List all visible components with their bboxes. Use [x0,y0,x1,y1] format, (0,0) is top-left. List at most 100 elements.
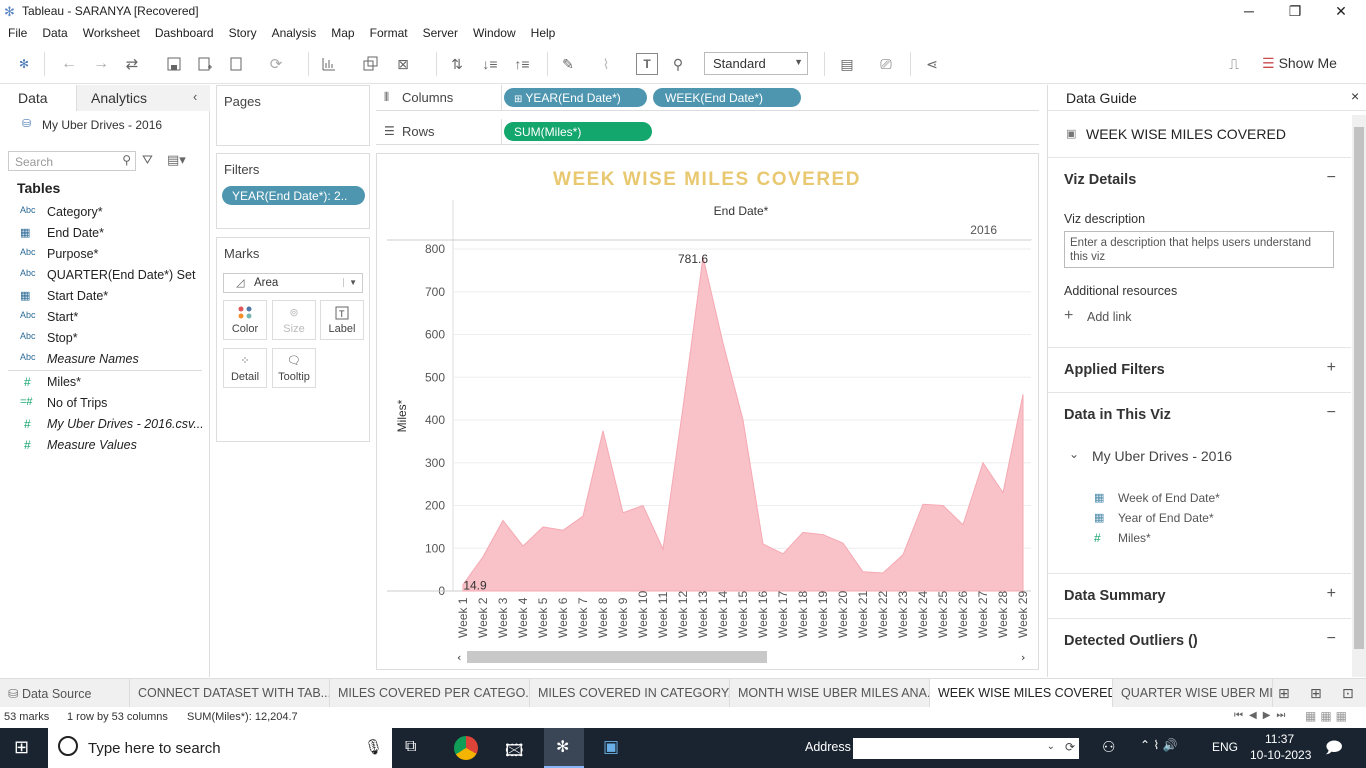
data-in-viz-header[interactable]: Data in This Viz [1064,407,1171,423]
show-mark-labels-icon[interactable]: T [636,53,658,75]
clock-date[interactable]: 10-10-2023 [1250,748,1312,762]
address-input[interactable]: ⌄ ⟳ [853,738,1079,759]
color-button[interactable]: Color [223,300,267,340]
horizontal-scrollbar-thumb[interactable] [467,651,767,663]
show-cards-icon[interactable]: ▤ [840,55,854,72]
tab-analytics[interactable]: Analytics [76,85,210,111]
data-point[interactable] [601,429,605,433]
replay-icon[interactable]: ⇄ [125,56,139,73]
tableau-home-icon[interactable]: ✻ [18,57,30,71]
viz-details-header[interactable]: Viz Details [1064,172,1137,188]
data-point[interactable] [821,533,825,537]
group-members-icon[interactable]: ⌇ [602,55,610,72]
view-options-icon[interactable]: ▤▾ [167,152,186,167]
guide-scrollbar[interactable] [1352,115,1366,677]
menu-server[interactable]: Server [422,26,458,40]
chevron-down-icon[interactable]: ⌄ [1069,447,1080,461]
menu-story[interactable]: Story [228,26,257,40]
detected-outliers-header[interactable]: Detected Outliers () [1064,633,1198,649]
photos-icon[interactable]: 🖾 [505,741,524,760]
data-point[interactable] [481,555,485,559]
data-point[interactable] [941,504,945,508]
collapse-icon[interactable]: − [1326,404,1336,421]
language-indicator[interactable]: ENG [1212,740,1239,754]
applied-filters-header[interactable]: Applied Filters [1064,362,1165,378]
filter-icon[interactable]: ⛛ [142,152,153,167]
notifications-icon[interactable]: 🗩 [1325,740,1343,757]
tooltip-button[interactable]: 🗨 Tooltip [272,348,316,388]
data-point[interactable] [901,553,905,557]
duplicate-sheet-icon[interactable] [360,53,382,75]
minimize-button[interactable]: ─ [1244,3,1254,19]
undo-icon[interactable]: ← [61,55,77,72]
scroll-right-icon[interactable]: › [1021,651,1025,664]
sheet-nav-icons[interactable]: ⏮◀▶⏭ [1234,710,1292,721]
taskbar-search[interactable]: Type here to search 🎙 [48,728,392,768]
save-icon[interactable] [163,53,185,75]
sheet-tab[interactable]: WEEK WISE MILES COVERED [930,679,1113,707]
collapse-pane-icon[interactable]: ‹ [193,89,198,104]
data-point[interactable] [1021,392,1025,396]
data-summary-header[interactable]: Data Summary [1064,588,1166,604]
view-toggle-icons[interactable]: ▦▦▦ [1305,709,1352,723]
people-icon[interactable]: ⚇ [1102,739,1116,756]
sheet-tab[interactable]: MILES COVERED PER CATEGO... [330,679,530,707]
data-point[interactable] [981,461,985,465]
swap-rows-columns-icon[interactable]: ⇅ [451,55,463,72]
data-point[interactable] [781,552,785,556]
refresh-icon[interactable]: ⟳ [269,56,283,73]
clock-time[interactable]: 11:37 [1265,732,1295,746]
task-view-icon[interactable]: ⧉ [405,738,417,755]
columns-pill-year[interactable]: ⊞ YEAR(End Date*) [504,88,647,107]
sort-ascending-icon[interactable]: ↓≡ [482,56,498,72]
data-point[interactable] [501,518,505,522]
show-me-button[interactable]: ☰ Show Me [1262,55,1337,71]
pause-updates-icon[interactable] [226,53,248,75]
mark-type-select[interactable]: ◿ Area ▼ [223,273,363,293]
size-button[interactable]: ⊚ Size [272,300,316,340]
new-story-icon[interactable]: ⊡ [1342,685,1354,701]
sheet-tab[interactable]: CONNECT DATASET WITH TAB... [130,679,330,707]
tab-data[interactable]: Data [0,85,76,111]
data-point[interactable] [1001,491,1005,495]
menu-data[interactable]: Data [42,26,68,40]
add-link[interactable]: Add link [1087,310,1132,324]
menu-help[interactable]: Help [530,26,556,40]
menu-worksheet[interactable]: Worksheet [82,26,140,40]
data-point[interactable] [761,542,765,546]
data-point[interactable] [521,544,525,548]
data-point[interactable] [721,341,725,345]
close-icon[interactable]: × [1351,88,1360,104]
detail-button[interactable]: ⁘ Detail [223,348,267,388]
tableau-taskbar-icon[interactable]: ✻ [544,728,584,768]
highlight-icon[interactable]: ✎ [562,55,574,72]
app-taskbar-icon[interactable]: ▣ [603,737,620,756]
data-point[interactable] [561,528,565,532]
windows-start-icon[interactable]: ⊞ [14,737,30,757]
menu-analysis[interactable]: Analysis [271,26,317,40]
collapse-icon[interactable]: − [1326,630,1336,647]
data-point[interactable] [921,502,925,506]
fix-axes-icon[interactable]: ⚲ [672,55,684,72]
sheet-tab[interactable]: QUARTER WISE UBER MILE [1113,679,1273,707]
data-point[interactable] [661,547,665,551]
new-worksheet-icon[interactable]: ⊞ [1278,685,1290,701]
search-input[interactable]: Search ⚲ [8,151,136,171]
new-worksheet-icon[interactable] [318,53,340,75]
sheet-tab[interactable]: ⛁ Data Source [0,679,130,707]
chrome-icon[interactable] [454,736,478,760]
new-dashboard-icon[interactable]: ⊞ [1310,685,1322,701]
guide-source-name[interactable]: My Uber Drives - 2016 [1092,448,1233,464]
new-datasource-icon[interactable] [194,53,216,75]
data-point[interactable] [741,418,745,422]
data-point[interactable] [541,525,545,529]
clear-sheet-icon[interactable]: ⊠ [397,55,409,72]
presentation-mode-icon[interactable]: ⎚ [880,55,892,72]
data-point[interactable] [881,571,885,575]
label-button[interactable]: T Label [320,300,364,340]
data-point[interactable] [861,570,865,574]
data-point[interactable] [581,514,585,518]
data-guide-icon[interactable]: ⎍ [1229,55,1239,72]
restore-button[interactable]: ❐ [1288,3,1302,19]
